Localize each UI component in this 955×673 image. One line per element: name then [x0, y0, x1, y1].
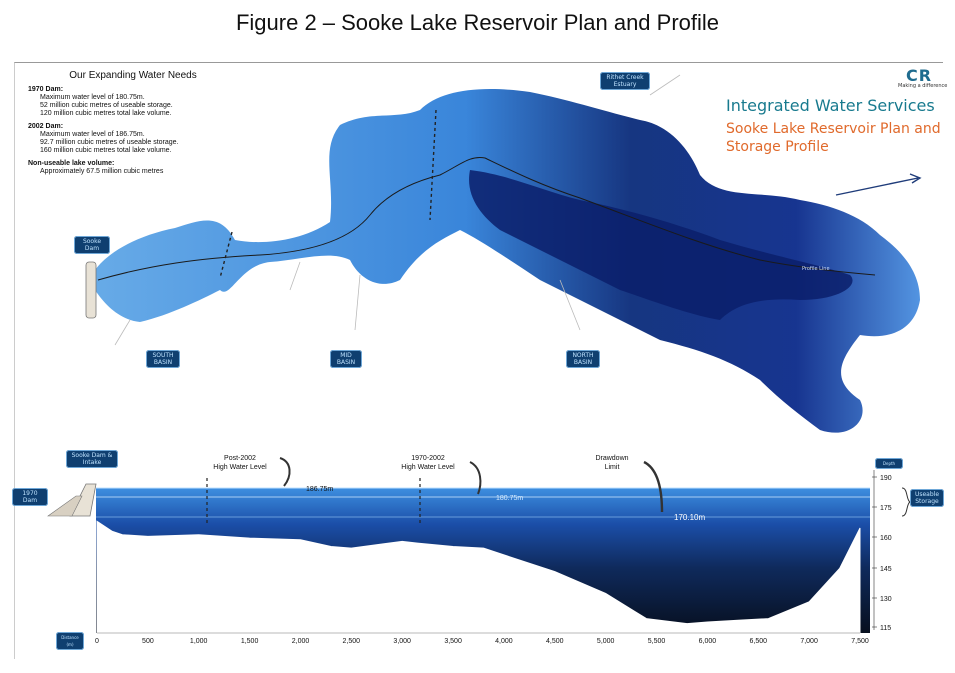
- lake-deep: [469, 170, 853, 320]
- drawdown-label-1: Drawdown: [595, 455, 628, 462]
- north-basin-label: NORTH BASIN: [566, 350, 600, 368]
- x-axis: 0 500 1,000 1,500 2,000 2,500 3,000 3,500 4,000 4…: [95, 632, 869, 645]
- nonuse-block: Non-useable lake volume: Approximately 6…: [28, 160, 238, 176]
- rithet-creek-label: Rithet Creek Estuary: [600, 72, 650, 90]
- sooke-dam-label: Sooke Dam: [74, 236, 110, 254]
- depth-header: Depth: [875, 458, 903, 469]
- drawdown-label-2: Limit: [605, 464, 620, 471]
- x-tick-label: 5,500: [648, 638, 666, 645]
- x-tick-label: 4,000: [495, 638, 513, 645]
- profile-ground: [96, 520, 861, 636]
- y-tick-label: 190: [880, 475, 892, 482]
- y-tick-label: 115: [880, 625, 891, 632]
- sooke-dam-plan: [85, 261, 97, 319]
- profile-line: [97, 156, 876, 281]
- x-tick-label: 3,000: [393, 638, 411, 645]
- nonuse-head: Non-useable lake volume:: [28, 160, 115, 167]
- dam-intake-label: Sooke Dam & Intake: [66, 450, 118, 468]
- dam1970-head: 1970 Dam:: [28, 86, 64, 93]
- hwl1970-label-1: 1970-2002: [411, 455, 445, 462]
- x-tick-label: 3,500: [444, 638, 462, 645]
- distance-header: Distance (m): [56, 632, 84, 650]
- post2002-label-1: Post-2002: [224, 455, 256, 462]
- water-needs-title: Our Expanding Water Needs: [69, 70, 197, 81]
- x-tick-label: 1,000: [190, 638, 208, 645]
- x-tick-label: 4,500: [546, 638, 564, 645]
- basin-divider-mid: [429, 109, 437, 221]
- x-tick-label: 2,500: [343, 638, 361, 645]
- dam2002-line: 160 million cubic metres total lake volu…: [40, 147, 172, 154]
- x-tick-label: 5,000: [597, 638, 615, 645]
- x-tick-label: 7,000: [800, 638, 818, 645]
- level-180-label: 180.75m: [496, 495, 523, 502]
- water-needs-panel: Our Expanding Water Needs 1970 Dam: Maxi…: [28, 70, 238, 181]
- dam1970-line: 52 million cubic metres of useable stora…: [40, 102, 173, 109]
- dam1970-label: 1970 Dam: [12, 488, 48, 506]
- profile-line-label: Profile Line: [802, 266, 830, 272]
- level-170-label: 170.10m: [674, 513, 705, 522]
- nonuse-line: Approximately 67.5 million cubic metres: [40, 168, 164, 175]
- x-tick-label: 1,500: [241, 638, 259, 645]
- dam1970-block: 1970 Dam: Maximum water level of 180.75m…: [28, 86, 238, 118]
- y-axis: 190 175 160 145 130 115: [872, 470, 892, 632]
- dam2002-head: 2002 Dam:: [28, 123, 64, 130]
- dam2002-block: 2002 Dam: Maximum water level of 186.75m…: [28, 123, 238, 155]
- streams: [114, 74, 681, 346]
- dam1970-line: Maximum water level of 180.75m.: [40, 94, 145, 101]
- level-186-label: 186.75m: [306, 486, 333, 493]
- dam2002-line: Maximum water level of 186.75m.: [40, 131, 145, 138]
- dam1970-line: 120 million cubic metres total lake volu…: [40, 110, 172, 117]
- crd-logo: CR: [906, 66, 933, 85]
- x-tick-label: 7,500: [851, 638, 869, 645]
- dam2002-line: 92.7 million cubic metres of useable sto…: [40, 139, 179, 146]
- y-tick-label: 145: [880, 566, 892, 573]
- x-tick-label: 2,000: [292, 638, 310, 645]
- basin-divider-south: [219, 231, 233, 279]
- post2002-arrow-icon: [279, 457, 291, 487]
- dam1970-profile: [47, 495, 83, 517]
- hwl1970-label-2: High Water Level: [401, 464, 455, 471]
- header-subtitle: Sooke Lake Reservoir Plan and Storage Pr…: [726, 121, 941, 155]
- south-basin-label: SOUTH BASIN: [146, 350, 180, 368]
- y-tick-label: 160: [880, 535, 892, 542]
- y-tick-label: 175: [880, 505, 892, 512]
- mid-basin-label: MID BASIN: [330, 350, 362, 368]
- drawdown-arrow-icon: [643, 460, 664, 513]
- useable-storage-label: Useable Storage: [910, 489, 944, 507]
- hwl1970-arrow-icon: [469, 461, 482, 495]
- useable-storage-brace: [901, 487, 912, 517]
- header-title: Integrated Water Services: [726, 96, 935, 115]
- dam-profile: [69, 483, 97, 517]
- x-tick-label: 6,500: [750, 638, 768, 645]
- north-arrow-icon: [835, 173, 922, 196]
- logo-tagline: Making a difference: [898, 83, 948, 89]
- figure-title: Figure 2 – Sooke Lake Reservoir Plan and…: [235, 10, 720, 35]
- x-tick-label: 6,000: [699, 638, 717, 645]
- post2002-label-2: High Water Level: [213, 464, 267, 471]
- lake-plan: [95, 89, 920, 433]
- x-tick-label: 0: [95, 638, 99, 645]
- x-tick-label: 500: [142, 638, 154, 645]
- y-tick-label: 130: [880, 596, 892, 603]
